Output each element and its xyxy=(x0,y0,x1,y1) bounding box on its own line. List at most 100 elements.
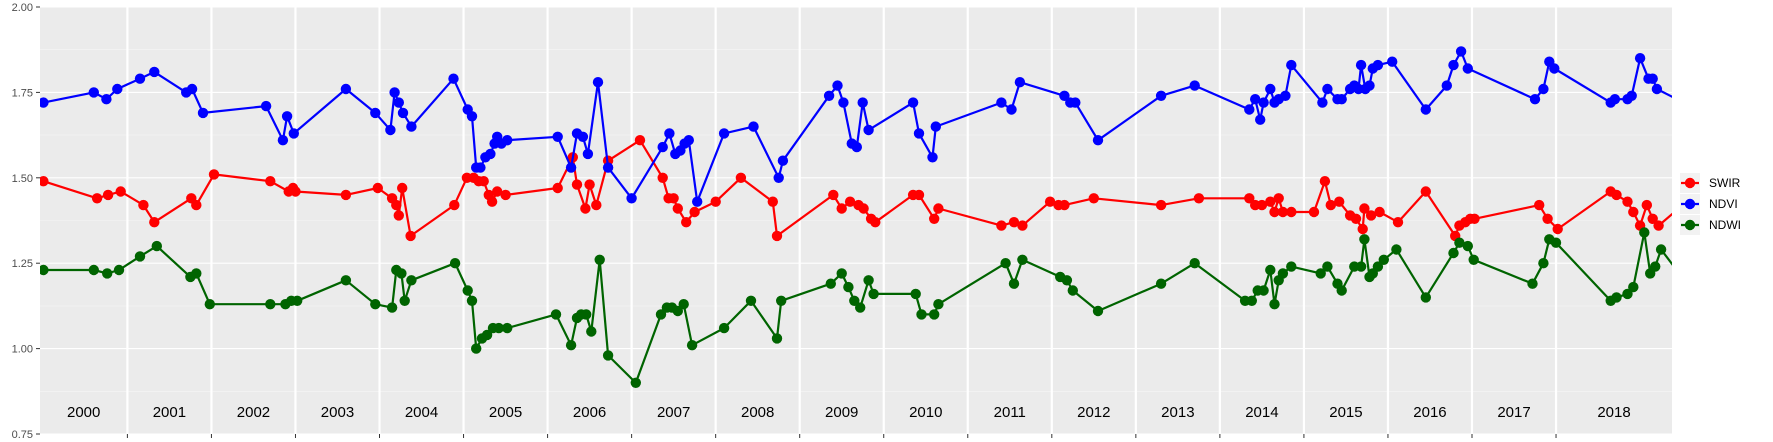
swir-point xyxy=(405,230,416,242)
swir-point xyxy=(1534,199,1545,211)
legend-marker-ndvi xyxy=(1684,198,1696,210)
ndwi-point xyxy=(396,268,407,279)
swir-point xyxy=(710,196,721,207)
ndvi-point xyxy=(1549,63,1560,74)
ndwi-point xyxy=(1355,261,1367,272)
ndvi-point xyxy=(592,77,604,88)
ndwi-point xyxy=(1155,278,1167,289)
y-tick-label: 1.50 xyxy=(12,173,33,185)
ndvi-point xyxy=(370,107,381,119)
ndvi-point xyxy=(1387,56,1398,67)
ndwi-point xyxy=(1269,299,1280,310)
ndwi-point xyxy=(672,305,683,317)
ndwi-point xyxy=(449,258,461,269)
swir-point xyxy=(372,182,383,194)
ndvi-point xyxy=(406,121,417,132)
ndvi-point xyxy=(565,162,577,173)
ndvi-point xyxy=(577,131,589,142)
ndwi-point xyxy=(836,268,847,279)
ndvi-point xyxy=(1286,59,1297,71)
ndvi-point xyxy=(718,128,730,139)
swir-point xyxy=(1088,193,1100,204)
ndvi-point xyxy=(389,87,400,98)
swir-point xyxy=(767,196,778,207)
ndwi-point xyxy=(134,251,146,262)
swir-point xyxy=(681,217,692,228)
ndwi-point xyxy=(550,309,562,320)
swir-point xyxy=(1319,176,1331,187)
ndvi-point xyxy=(502,135,513,146)
year-label: 2014 xyxy=(1245,404,1278,421)
ndwi-point xyxy=(1639,227,1650,238)
ndwi-point xyxy=(581,309,592,320)
ndvi-point xyxy=(1336,94,1347,105)
ndwi-point xyxy=(678,299,689,310)
swir-point xyxy=(870,217,881,228)
ndwi-point xyxy=(594,254,605,265)
swir-point xyxy=(735,172,747,183)
swir-point xyxy=(1647,213,1658,224)
ndvi-point xyxy=(1317,97,1328,108)
ndwi-point xyxy=(399,295,410,306)
year-label: 2008 xyxy=(741,404,774,421)
swir-point xyxy=(149,217,160,228)
ndwi-point xyxy=(386,302,398,313)
ndwi-point xyxy=(630,377,641,388)
swir-point xyxy=(40,176,49,187)
swir-point xyxy=(393,210,404,221)
year-labels: 2000 2001 2002 2003 2004 2005 2006 2007 2008 2009… xyxy=(67,404,1631,421)
ndvi-point xyxy=(1059,90,1070,102)
ndvi-point xyxy=(485,148,496,160)
swir-point xyxy=(397,182,408,194)
ndwi-point xyxy=(849,295,860,306)
swir-point xyxy=(1193,193,1205,204)
ndwi-point xyxy=(113,264,125,276)
swir-point xyxy=(1628,206,1639,218)
ndvi-point xyxy=(851,141,862,153)
ndvi-point xyxy=(40,97,49,108)
swir-point xyxy=(571,179,583,190)
swir-point xyxy=(552,182,563,194)
swir-point xyxy=(657,172,668,183)
ndvi-point xyxy=(832,80,843,91)
ndwi-point xyxy=(686,340,698,351)
ndvi-point xyxy=(448,73,459,84)
ndvi-point xyxy=(1364,80,1375,91)
ndvi-point xyxy=(1006,104,1017,115)
swir-point xyxy=(138,199,149,211)
ndwi-point xyxy=(1550,237,1562,248)
ndvi-point xyxy=(1529,94,1541,105)
ndvi-point xyxy=(683,135,694,146)
y-axis: 0.75 1.00 1.25 1.50 1.75 2.00 xyxy=(12,2,40,441)
ndwi-point xyxy=(265,299,276,310)
swir-point xyxy=(1277,206,1289,218)
swir-point xyxy=(102,189,114,201)
ndvi-point xyxy=(101,94,112,105)
ndwi-point xyxy=(481,329,493,341)
ndwi-point xyxy=(1277,268,1289,279)
swir-point xyxy=(1350,213,1362,224)
ndvi-point xyxy=(692,196,703,207)
ndvi-point xyxy=(149,66,160,78)
ndwi-point xyxy=(191,268,202,279)
swir-point xyxy=(996,220,1007,231)
swir-point xyxy=(1357,223,1368,235)
ndwi-point xyxy=(1468,254,1479,265)
swir-point xyxy=(191,199,202,211)
ndwi-point xyxy=(502,322,513,334)
year-label: 2016 xyxy=(1413,404,1446,421)
ndvi-point xyxy=(1355,59,1367,71)
swir-point xyxy=(1059,199,1070,211)
ndwi-point xyxy=(1650,261,1661,272)
ndvi-point xyxy=(823,90,835,102)
ndvi-point xyxy=(1626,90,1637,102)
ndvi-point xyxy=(1092,135,1104,146)
ndwi-point xyxy=(471,343,482,354)
ndwi-point xyxy=(340,275,352,286)
ndwi-point xyxy=(1359,234,1370,245)
swir-point xyxy=(584,179,595,190)
swir-point xyxy=(1269,206,1280,218)
year-label: 2010 xyxy=(909,404,942,421)
ndwi-point xyxy=(40,264,49,276)
